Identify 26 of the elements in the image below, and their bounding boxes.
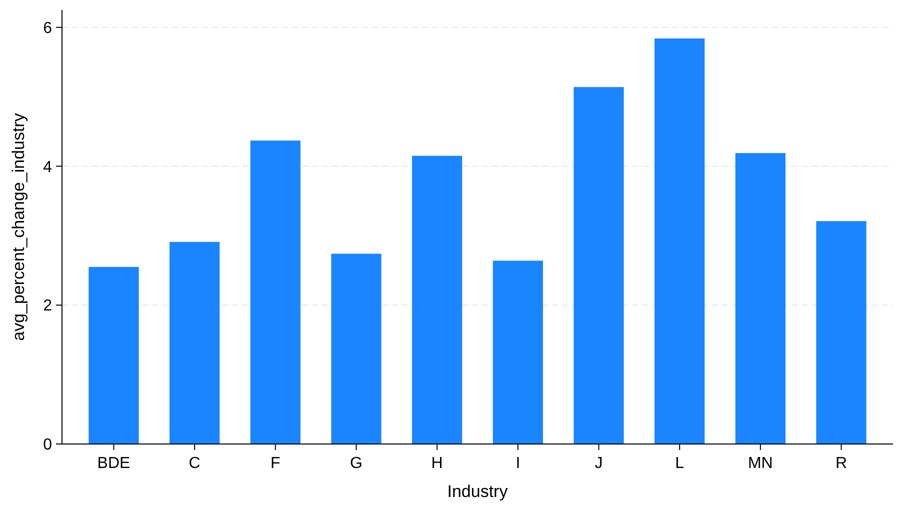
x-tick-label: L — [675, 455, 684, 472]
x-tick-label: C — [188, 455, 200, 472]
bar — [735, 153, 786, 444]
x-axis-title: Industry — [447, 482, 508, 501]
x-tick-label: BDE — [97, 455, 130, 472]
x-tick-label: MN — [748, 455, 773, 472]
x-tick-label: I — [516, 455, 520, 472]
bar — [654, 38, 705, 444]
x-tick-label: F — [270, 455, 281, 472]
y-axis-title: avg_percent_change_industry — [9, 112, 28, 341]
bar — [492, 260, 543, 444]
y-tick-label: 6 — [43, 20, 52, 37]
x-tick-label: H — [431, 455, 443, 472]
bar — [331, 254, 382, 444]
y-tick-label: 2 — [43, 298, 52, 315]
x-tick-label: G — [350, 455, 362, 472]
bar — [574, 87, 624, 444]
bar — [412, 156, 462, 444]
y-tick-label: 4 — [43, 158, 52, 176]
x-tick-label: J — [594, 455, 603, 472]
x-tick-label: R — [835, 455, 848, 472]
bar — [250, 140, 300, 444]
bar — [170, 242, 220, 444]
bar — [816, 221, 866, 444]
y-tick-label: 0 — [43, 436, 52, 454]
bar — [88, 266, 139, 444]
